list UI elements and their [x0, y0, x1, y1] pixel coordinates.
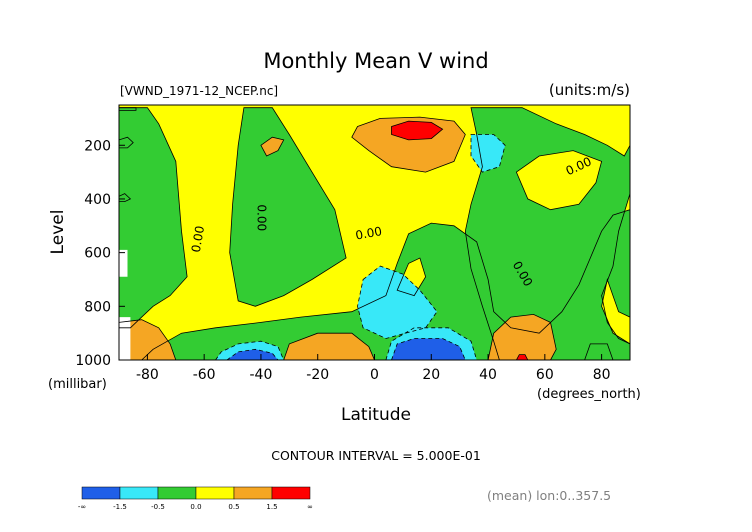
contour-line-20	[391, 120, 444, 141]
y-tick-label: 800	[84, 299, 111, 315]
contour-line-12	[385, 327, 478, 360]
colorbar-swatch	[119, 486, 159, 500]
contour-label-0: 0.00	[189, 225, 207, 254]
colorbar-swatch	[195, 486, 235, 500]
chart-subtitle-left: [VWND_1971-12_NCEP.nc]	[120, 84, 278, 98]
y-axis-label: Level	[48, 210, 68, 255]
x-axis-unit: (degrees_north)	[537, 387, 641, 402]
contour-interval-note: CONTOUR INTERVAL = 5.000E-01	[271, 448, 481, 463]
colorbar-level-label: -∞	[78, 503, 86, 511]
x-tick-label: 0	[370, 367, 379, 383]
plot-area: 0.000.000.000.000.000.00	[119, 105, 640, 360]
contour-line-1	[229, 107, 347, 307]
x-axis: -80 -60 -40 -20 0 20 40 60 80	[136, 354, 611, 383]
contour-line-11	[215, 340, 285, 360]
x-tick-label: -80	[136, 367, 159, 383]
contour-line-15	[351, 116, 466, 173]
contour-line-17	[119, 319, 177, 360]
shaded-region-0	[119, 107, 188, 328]
y-tick-label: 600	[84, 246, 111, 262]
chart-title: Monthly Mean V wind	[263, 49, 488, 73]
contour-line-6	[396, 257, 427, 297]
contour-label-2: 0.00	[354, 224, 383, 242]
contour-line-2	[141, 209, 630, 360]
x-tick-label: -20	[306, 367, 329, 383]
contour-line-19	[487, 313, 557, 360]
contour-line-3	[464, 107, 630, 360]
contour-line-5	[601, 278, 630, 345]
contour-line-18	[283, 332, 375, 360]
y-tick-label: 400	[84, 192, 111, 208]
x-tick-label: 40	[479, 367, 497, 383]
y-tick-label: 200	[84, 138, 111, 154]
colorbar-level-label: -0.5	[151, 503, 165, 511]
footer-note: (mean) lon:0..357.5	[487, 488, 611, 503]
x-tick-label: 60	[536, 367, 554, 383]
shaded-region-4	[516, 150, 602, 210]
colorbar-level-label: 0.0	[190, 503, 201, 511]
shaded-region-23	[119, 193, 131, 202]
contour-line-8	[119, 107, 137, 111]
shaded-region-21	[516, 354, 528, 360]
shaded-region-1	[229, 107, 347, 307]
x-tick-label: -60	[193, 367, 216, 383]
y-axis-unit: (millibar)	[48, 377, 107, 392]
shaded-region-16	[260, 137, 284, 156]
shaded-region-8	[119, 107, 136, 111]
shaded-regions	[119, 107, 630, 360]
shaded-region-19	[488, 314, 557, 360]
contour-lines	[119, 107, 630, 360]
contour-line-4	[515, 150, 603, 211]
shaded-region-17	[119, 319, 176, 360]
colorbar-swatch	[81, 486, 121, 500]
colorbar-level-label: 0.5	[228, 503, 239, 511]
x-tick-label: 80	[593, 367, 611, 383]
contour-line-14	[391, 338, 466, 360]
contour-line-10	[357, 265, 438, 339]
colorbar-level-label: ∞	[307, 503, 313, 511]
contour-labels: 0.000.000.000.000.000.00	[189, 154, 640, 289]
shaded-region-20	[391, 121, 443, 140]
contour-label-1: 0.00	[254, 204, 268, 231]
shaded-region-22	[584, 343, 613, 360]
contour-line-22	[584, 343, 614, 360]
shaded-region-9	[471, 134, 506, 173]
shaded-region-10	[357, 266, 437, 339]
chart-subtitle-right: (units:m/s)	[549, 81, 630, 99]
contour-line-7	[119, 136, 134, 149]
contour-line-0	[119, 107, 188, 329]
y-tick-label: 1000	[75, 353, 111, 369]
contour-line-9	[470, 134, 506, 173]
colorbar: -∞ -1.5 -0.5 0.0 0.5 1.5 ∞	[78, 486, 313, 511]
shaded-region-14	[391, 338, 466, 360]
contour-line-21	[515, 354, 529, 360]
shaded-region-5	[601, 279, 630, 344]
colorbar-swatch	[271, 486, 311, 500]
colorbar-swatch	[233, 486, 273, 500]
x-tick-label: -40	[250, 367, 273, 383]
contour-line-16	[260, 136, 285, 157]
y-axis: 200 400 600 800 1000	[75, 138, 125, 369]
colorbar-swatch	[157, 486, 197, 500]
x-tick-label: 20	[422, 367, 440, 383]
contour-line-23	[119, 193, 132, 203]
missing-data-0	[119, 249, 128, 277]
colorbar-level-label: 1.5	[266, 503, 277, 511]
colorbar-level-label: -1.5	[113, 503, 127, 511]
shaded-region-2	[141, 209, 630, 360]
missing-data-1	[119, 317, 131, 360]
x-axis-label: Latitude	[341, 405, 411, 425]
shaded-region-18	[283, 333, 375, 360]
contour-label-5: 0.00	[626, 191, 640, 218]
